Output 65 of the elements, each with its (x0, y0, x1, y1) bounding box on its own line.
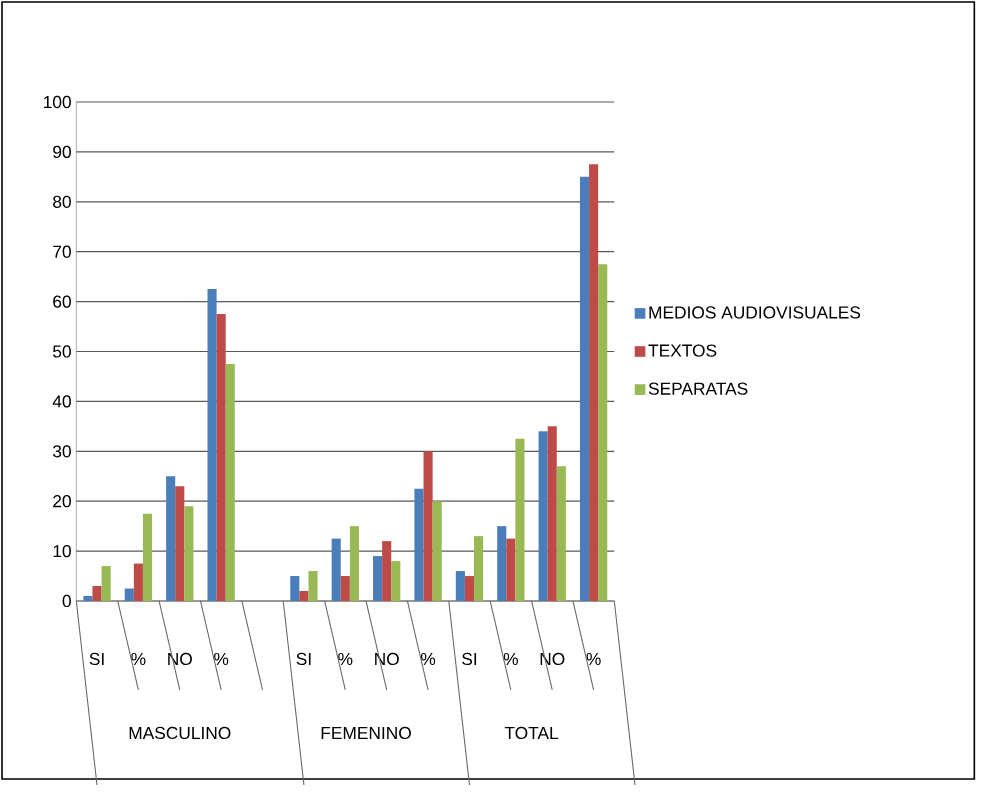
x-tick-label: NO (540, 652, 565, 666)
y-tick-label: 70 (53, 245, 71, 258)
bar (391, 561, 401, 601)
bar (124, 588, 134, 601)
bar (331, 538, 341, 601)
y-tick-label: 10 (53, 544, 71, 558)
text: FEMENINO (321, 726, 411, 740)
bar (538, 431, 548, 601)
bar (207, 289, 217, 601)
y-tick-label: 90 (53, 145, 71, 159)
x-tick-label: % (131, 652, 146, 666)
text: MASCULINO (129, 726, 231, 740)
bar (515, 438, 525, 601)
y-tick-label: 80 (53, 195, 71, 208)
bar (506, 538, 516, 601)
legend-label: MEDIOS AUDIOVISUALES (649, 306, 861, 319)
bar (216, 314, 226, 601)
bar (101, 566, 111, 601)
bar (497, 526, 507, 601)
bar (142, 513, 153, 601)
bar (423, 451, 433, 601)
x-tick-label: % (214, 652, 229, 666)
legend-label: TEXTOS (648, 344, 717, 357)
bar (464, 576, 475, 601)
bar (556, 466, 566, 601)
x-tick-label: NO (375, 652, 399, 666)
bar (308, 571, 318, 601)
bar (547, 426, 557, 601)
bar (299, 591, 309, 601)
x-tick-label: % (338, 652, 353, 666)
x-tick-label: % (586, 652, 601, 666)
bar (349, 526, 359, 601)
bar (373, 556, 383, 601)
bar (133, 563, 143, 601)
bar (589, 164, 599, 601)
y-tick-label: 20 (53, 495, 71, 508)
bar (455, 571, 465, 601)
bar (184, 506, 194, 601)
bar (166, 476, 176, 601)
bar (598, 264, 608, 601)
bar (83, 596, 93, 601)
y-tick-label: 50 (53, 345, 71, 358)
x-tick-label: NO (168, 652, 192, 666)
bar (432, 501, 442, 601)
bar (175, 486, 185, 601)
y-tick-label: 40 (52, 395, 71, 408)
bar (92, 586, 102, 601)
bar (579, 176, 590, 601)
x-tick-label: % (421, 652, 436, 666)
text: TOTAL (504, 726, 559, 740)
y-tick-label: 30 (52, 445, 71, 458)
x-tick-label: SI (89, 652, 104, 666)
legend-label: SEPARATAS (648, 382, 748, 395)
x-tick-label: % (503, 652, 518, 666)
y-tick-label: 100 (44, 95, 71, 109)
bar (382, 541, 392, 601)
bar (414, 488, 424, 601)
bar (474, 536, 484, 601)
bar (290, 576, 300, 601)
y-tick-label: 60 (53, 295, 71, 308)
bar (225, 363, 235, 601)
x-tick-label: SI (296, 652, 311, 666)
x-tick-label: SI (462, 652, 477, 666)
y-tick-label: 0 (62, 594, 71, 608)
bar (340, 576, 350, 601)
